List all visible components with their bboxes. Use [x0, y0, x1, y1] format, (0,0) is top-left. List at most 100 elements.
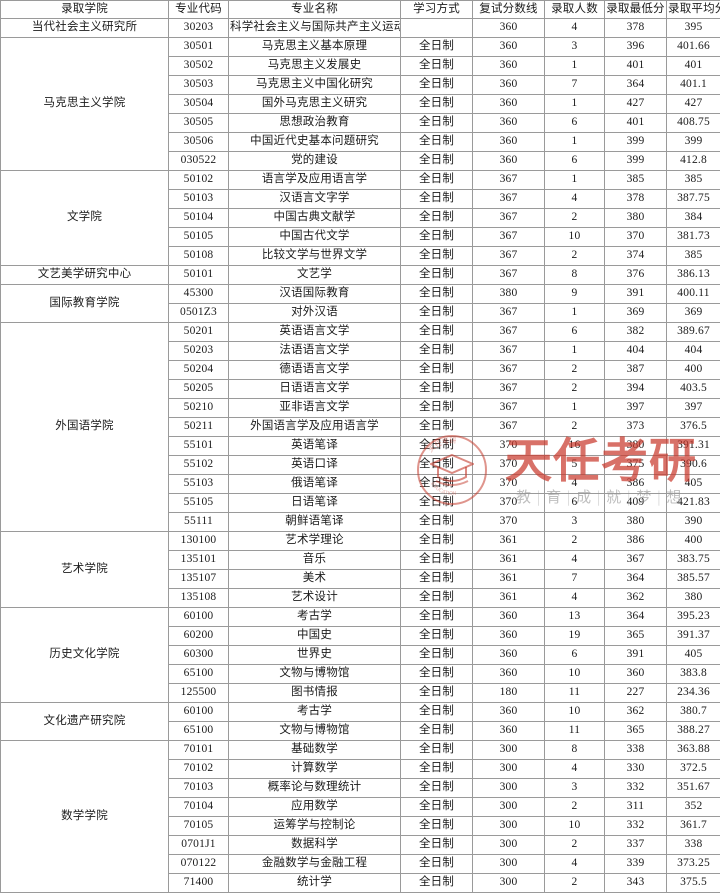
cell-major-name: 计算数学	[229, 760, 401, 779]
cell-retest-line: 360	[473, 19, 545, 38]
cell-admitted-count: 4	[545, 855, 605, 874]
cell-major-name: 外国语言学及应用语言学	[229, 418, 401, 437]
cell-retest-line: 370	[473, 494, 545, 513]
cell-major-name: 文物与博物馆	[229, 722, 401, 741]
cell-admitted-count: 1	[545, 399, 605, 418]
cell-admitted-count: 6	[545, 152, 605, 171]
cell-min-score: 364	[605, 608, 667, 627]
cell-major-name: 马克思主义发展史	[229, 57, 401, 76]
cell-avg-score: 388.27	[667, 722, 720, 741]
cell-min-score: 380	[605, 437, 667, 456]
cell-avg-score: 387.75	[667, 190, 720, 209]
cell-admitted-count: 2	[545, 418, 605, 437]
cell-major-code: 30506	[169, 133, 229, 152]
cell-retest-line: 367	[473, 209, 545, 228]
cell-major-code: 50103	[169, 190, 229, 209]
cell-avg-score: 391.37	[667, 627, 720, 646]
cell-major-name: 汉语国际教育	[229, 285, 401, 304]
cell-study-mode: 全日制	[401, 779, 473, 798]
cell-retest-line: 180	[473, 684, 545, 703]
cell-college: 历史文化学院	[1, 608, 169, 703]
cell-major-code: 30502	[169, 57, 229, 76]
cell-avg-score: 395.23	[667, 608, 720, 627]
cell-major-name: 对外汉语	[229, 304, 401, 323]
cell-study-mode	[401, 19, 473, 38]
header-row: 录取学院专业代码专业名称学习方式复试分数线录取人数录取最低分录取平均分	[1, 1, 720, 19]
cell-admitted-count: 16	[545, 437, 605, 456]
cell-admitted-count: 8	[545, 266, 605, 285]
cell-retest-line: 370	[473, 437, 545, 456]
cell-admitted-count: 4	[545, 190, 605, 209]
cell-major-name: 中国古代文学	[229, 228, 401, 247]
cell-major-name: 图书情报	[229, 684, 401, 703]
cell-retest-line: 360	[473, 114, 545, 133]
cell-avg-score: 391.31	[667, 437, 720, 456]
cell-study-mode: 全日制	[401, 190, 473, 209]
cell-major-code: 70105	[169, 817, 229, 836]
cell-retest-line: 300	[473, 874, 545, 893]
cell-retest-line: 370	[473, 456, 545, 475]
cell-min-score: 365	[605, 722, 667, 741]
cell-major-code: 50108	[169, 247, 229, 266]
cell-study-mode: 全日制	[401, 380, 473, 399]
cell-retest-line: 360	[473, 703, 545, 722]
cell-major-name: 思想政治教育	[229, 114, 401, 133]
cell-college: 文化遗产研究院	[1, 703, 169, 741]
cell-retest-line: 360	[473, 608, 545, 627]
cell-major-code: 55101	[169, 437, 229, 456]
cell-min-score: 370	[605, 228, 667, 247]
cell-avg-score: 381.73	[667, 228, 720, 247]
cell-min-score: 373	[605, 418, 667, 437]
cell-major-code: 30203	[169, 19, 229, 38]
cell-avg-score: 234.36	[667, 684, 720, 703]
cell-avg-score: 399	[667, 133, 720, 152]
cell-avg-score: 404	[667, 342, 720, 361]
cell-avg-score: 400	[667, 532, 720, 551]
cell-avg-score: 412.8	[667, 152, 720, 171]
cell-major-code: 135108	[169, 589, 229, 608]
cell-study-mode: 全日制	[401, 399, 473, 418]
cell-major-code: 50104	[169, 209, 229, 228]
cell-study-mode: 全日制	[401, 874, 473, 893]
cell-retest-line: 367	[473, 171, 545, 190]
cell-major-code: 65100	[169, 665, 229, 684]
cell-major-name: 汉语言文字学	[229, 190, 401, 209]
cell-min-score: 339	[605, 855, 667, 874]
cell-admitted-count: 1	[545, 133, 605, 152]
cell-study-mode: 全日制	[401, 228, 473, 247]
cell-min-score: 404	[605, 342, 667, 361]
cell-avg-score: 401	[667, 57, 720, 76]
cell-min-score: 364	[605, 570, 667, 589]
cell-study-mode: 全日制	[401, 798, 473, 817]
cell-major-code: 30501	[169, 38, 229, 57]
cell-major-name: 党的建设	[229, 152, 401, 171]
cell-study-mode: 全日制	[401, 855, 473, 874]
cell-major-code: 070122	[169, 855, 229, 874]
cell-min-score: 396	[605, 38, 667, 57]
cell-min-score: 391	[605, 646, 667, 665]
cell-major-name: 日语语言文学	[229, 380, 401, 399]
cell-retest-line: 360	[473, 133, 545, 152]
cell-min-score: 332	[605, 779, 667, 798]
cell-admitted-count: 1	[545, 171, 605, 190]
cell-admitted-count: 5	[545, 456, 605, 475]
cell-min-score: 409	[605, 494, 667, 513]
cell-min-score: 397	[605, 399, 667, 418]
cell-min-score: 311	[605, 798, 667, 817]
cell-major-name: 英语语言文学	[229, 323, 401, 342]
cell-admitted-count: 10	[545, 817, 605, 836]
cell-study-mode: 全日制	[401, 494, 473, 513]
cell-admitted-count: 7	[545, 570, 605, 589]
column-header-7: 录取平均分	[667, 1, 720, 19]
cell-major-name: 统计学	[229, 874, 401, 893]
cell-college: 数学学院	[1, 741, 169, 893]
cell-admitted-count: 8	[545, 741, 605, 760]
cell-major-code: 60200	[169, 627, 229, 646]
cell-avg-score: 408.75	[667, 114, 720, 133]
